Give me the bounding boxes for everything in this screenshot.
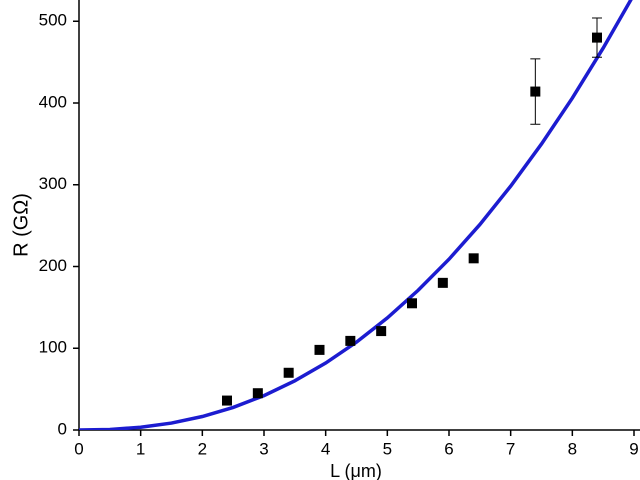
x-tick-label: 8 bbox=[568, 439, 577, 458]
y-tick-label: 400 bbox=[39, 92, 67, 111]
x-tick-label: 7 bbox=[506, 439, 515, 458]
x-tick-label: 5 bbox=[383, 439, 392, 458]
data-point bbox=[283, 367, 294, 378]
y-tick-label: 0 bbox=[58, 419, 67, 438]
x-tick-label: 2 bbox=[198, 439, 207, 458]
x-tick-label: 3 bbox=[259, 439, 268, 458]
y-tick-label: 100 bbox=[39, 338, 67, 357]
y-tick-label: 500 bbox=[39, 11, 67, 30]
x-axis-label: L (μm) bbox=[330, 461, 382, 480]
data-point bbox=[468, 253, 479, 264]
x-tick-label: 6 bbox=[444, 439, 453, 458]
x-tick-label: 4 bbox=[321, 439, 330, 458]
data-point bbox=[530, 86, 541, 97]
y-tick-label: 200 bbox=[39, 256, 67, 275]
data-point bbox=[376, 326, 387, 337]
x-tick-label: 1 bbox=[136, 439, 145, 458]
data-point bbox=[252, 388, 263, 399]
data-point bbox=[222, 395, 232, 406]
x-tick-label: 9 bbox=[629, 439, 638, 458]
data-point bbox=[314, 344, 325, 355]
data-point bbox=[407, 298, 417, 309]
data-point bbox=[592, 32, 602, 43]
data-point bbox=[437, 277, 448, 288]
y-tick-label: 300 bbox=[39, 174, 67, 193]
fit-curve bbox=[79, 0, 633, 430]
plot-area bbox=[79, 0, 633, 430]
data-point bbox=[345, 335, 356, 346]
y-axis-label: R (GΩ) bbox=[10, 193, 32, 257]
x-tick-label: 0 bbox=[74, 439, 83, 458]
